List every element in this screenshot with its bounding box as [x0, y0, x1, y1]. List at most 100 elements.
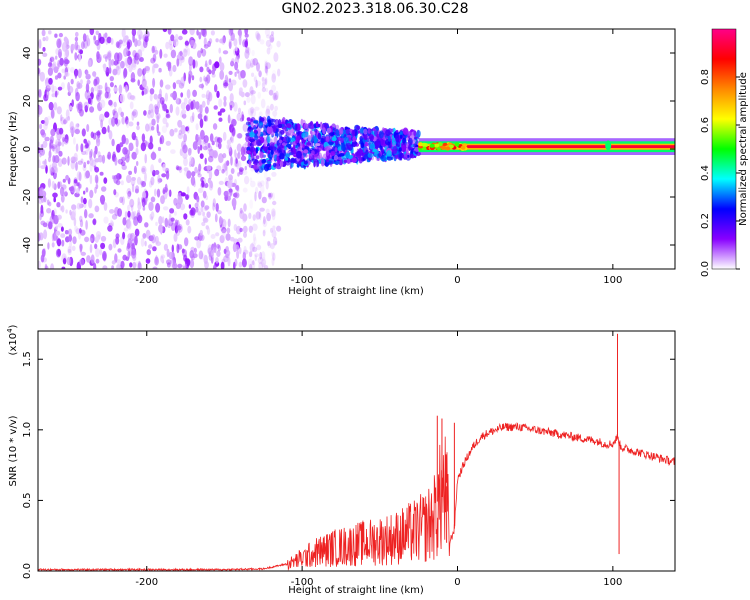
- spectrogram-noise-blob: [218, 142, 222, 150]
- spectrogram-noise-blob: [74, 128, 81, 135]
- spectrogram-noise-blob: [38, 232, 41, 242]
- spectrogram-transition-blob: [330, 150, 336, 156]
- spectrogram-noise-blob: [118, 173, 122, 180]
- spectrogram-noise-blob: [121, 196, 125, 206]
- spectrogram-noise-blob: [112, 110, 119, 121]
- spectrogram-noise-blob: [133, 54, 137, 64]
- spectrogram-transition-blob: [250, 121, 254, 128]
- spectrogram-noise-blob: [94, 243, 98, 250]
- spectrogram-noise-blob: [245, 63, 251, 70]
- spectrogram-noise-blob: [261, 251, 266, 261]
- spectrogram-noise-blob: [108, 58, 112, 69]
- spectrogram-noise-blob: [89, 174, 93, 185]
- spectrogram-noise-blob: [258, 211, 262, 221]
- spectrogram-noise-blob: [221, 36, 226, 45]
- spectrogram-noise-blob: [83, 138, 87, 144]
- spectrogram-noise-blob: [88, 198, 93, 209]
- spectrogram-transition-blob: [331, 136, 337, 142]
- spectrogram-noise-blob: [270, 243, 275, 250]
- spectrogram-transition-blob: [303, 123, 308, 130]
- spectrogram-noise-blob: [234, 71, 237, 77]
- spectrogram-noise-blob: [43, 196, 47, 203]
- spectrogram-noise-blob: [122, 147, 128, 155]
- spectrogram-noise-blob: [220, 261, 225, 269]
- spectrogram-noise-blob: [228, 174, 233, 181]
- spectrogram-noise-blob: [68, 186, 74, 192]
- spectrogram-noise-blob: [273, 236, 278, 246]
- spectrogram-transition-blob: [346, 142, 352, 150]
- spectrogram-noise-blob: [217, 187, 222, 196]
- spectrogram-noise-blob: [276, 225, 282, 232]
- spectrogram-noise-blob: [57, 86, 63, 91]
- spectrogram-noise-blob: [100, 242, 106, 250]
- spectrogram-noise-blob: [266, 212, 271, 222]
- spectrogram-band-blob: [448, 144, 454, 149]
- spectrogram-transition-blob: [377, 153, 381, 157]
- spectrogram-noise-blob: [189, 209, 194, 216]
- spectrogram-noise-blob: [273, 92, 276, 100]
- spectrogram-noise-blob: [253, 76, 257, 83]
- spectrogram-noise-blob: [152, 77, 156, 88]
- spectrogram-noise-blob: [83, 101, 89, 110]
- spectrogram-transition-blob: [312, 131, 316, 135]
- spectrogram-noise-blob: [127, 56, 133, 66]
- spectrogram-noise-blob: [223, 255, 229, 263]
- spectrogram-noise-blob: [218, 117, 223, 122]
- spectrogram-noise-blob: [67, 85, 74, 94]
- spectrogram-noise-blob: [198, 250, 204, 260]
- spectrogram-noise-blob: [272, 225, 276, 230]
- spectrogram-noise-blob: [121, 38, 128, 47]
- spectrogram-noise-blob: [214, 84, 218, 93]
- spectrogram-noise-blob: [237, 29, 242, 36]
- spectrogram-noise-blob: [74, 36, 79, 42]
- spectrogram-noise-blob: [250, 180, 256, 188]
- spectrogram-noise-blob: [243, 231, 247, 238]
- spectrogram-transition-blob: [346, 134, 352, 138]
- spectrogram-noise-blob: [211, 249, 215, 258]
- spectrogram-transition-blob: [286, 143, 292, 148]
- spectrogram-noise-blob: [111, 265, 114, 269]
- spectrogram-noise-blob: [219, 62, 225, 72]
- spectrogram-noise-blob: [84, 89, 91, 100]
- spectrogram-noise-blob: [221, 229, 227, 238]
- spectrogram-noise-blob: [219, 70, 225, 80]
- spectrogram-noise-blob: [248, 212, 252, 219]
- x-tick-label: 100: [603, 275, 622, 286]
- spectrogram-transition-blob: [402, 127, 409, 135]
- spectrogram-noise-blob: [122, 254, 127, 261]
- spectrogram-noise-blob: [137, 79, 140, 86]
- spectrogram-noise-blob: [234, 161, 240, 168]
- spectrogram-noise-blob: [202, 190, 207, 199]
- spectrogram-noise-blob: [75, 161, 78, 171]
- spectrogram-noise-blob: [151, 126, 155, 131]
- spectrogram-noise-blob: [84, 236, 90, 243]
- spectrogram-transition-blob: [391, 139, 397, 146]
- spectrogram-noise-blob: [169, 208, 175, 214]
- spectrogram-noise-blob: [254, 253, 259, 258]
- spectrogram-transition-blob: [316, 159, 320, 168]
- spectrogram-noise-blob: [60, 114, 63, 122]
- spectrogram-noise-blob: [272, 252, 276, 261]
- spectrogram-noise-blob: [135, 147, 139, 156]
- spectrogram-noise-blob: [216, 90, 220, 98]
- spectrogram-noise-blob: [74, 40, 79, 51]
- spectrogram-noise-blob: [157, 131, 161, 136]
- spectrogram-transition-blob: [286, 123, 292, 129]
- spectrogram-transition-blob: [301, 132, 306, 139]
- spectrogram-noise-blob: [81, 128, 86, 137]
- spectrogram-noise-blob: [170, 93, 175, 98]
- spectrogram-noise-blob: [236, 143, 242, 153]
- spectrogram-noise-blob: [167, 61, 172, 72]
- spectrogram-noise-blob: [141, 181, 146, 188]
- spectrogram-noise-blob: [52, 145, 55, 152]
- spectrogram-noise-blob: [148, 201, 154, 211]
- spectrogram-transition-blob: [280, 136, 285, 141]
- y-tick-label: -20: [22, 189, 33, 205]
- spectrogram-noise-blob: [199, 144, 203, 151]
- spectrogram-noise-blob: [188, 74, 192, 84]
- spectrogram-noise-blob: [182, 265, 186, 269]
- spectrogram-noise-blob: [72, 156, 78, 162]
- spectrogram-noise-blob: [142, 191, 147, 200]
- spectrogram-noise-blob: [119, 196, 124, 203]
- spectrogram-noise-blob: [153, 63, 159, 69]
